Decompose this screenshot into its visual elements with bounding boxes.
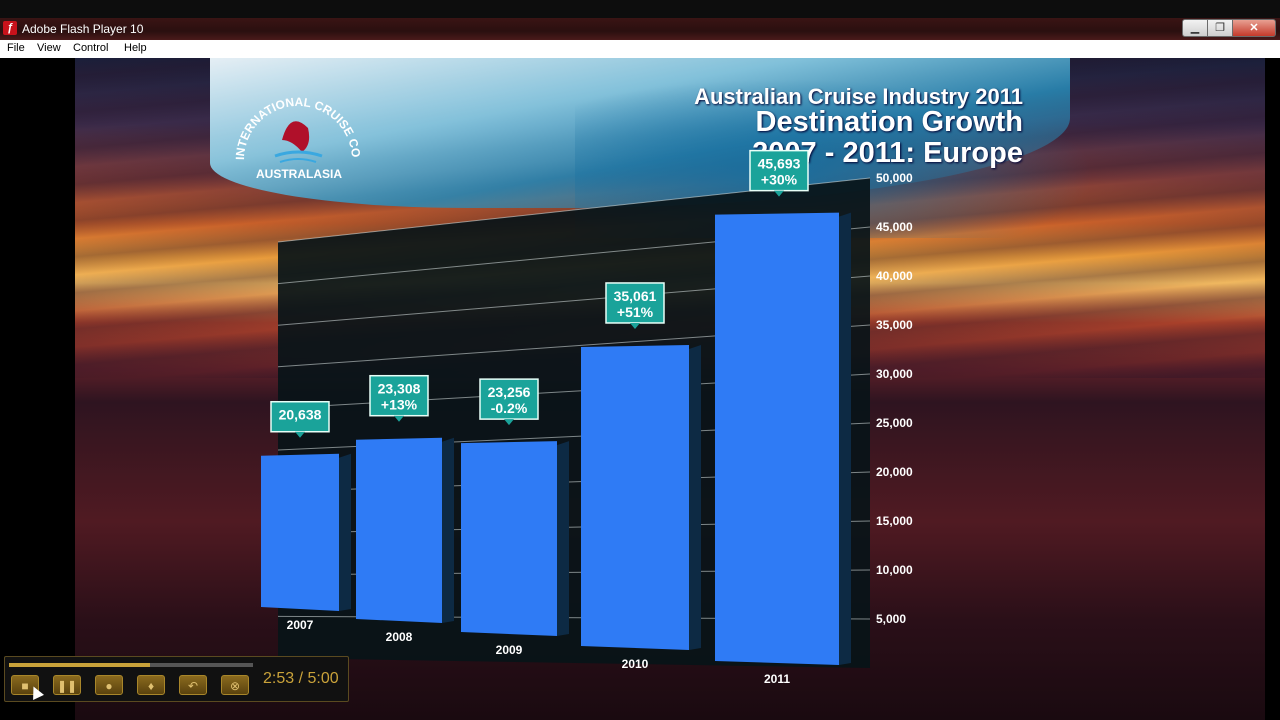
player-controls: ■ ❚❚ ● ♦ ↶ ⊗ 2:53 / 5:00 [4,656,349,702]
menu-view[interactable]: View [37,42,61,54]
minimize-icon: ▁ [1190,22,1200,34]
microphone-button[interactable]: ♦ [137,675,165,695]
progress-fill [9,663,150,667]
close-button[interactable]: ✕ [1232,19,1276,37]
bar [356,437,442,623]
y-tick-label: 30,000 [876,367,913,381]
ship-icon [274,121,323,163]
maximize-icon: ❐ [1215,22,1225,34]
data-label-value: 45,693 [758,156,801,172]
data-label-box [270,400,330,433]
pause-icon: ❚❚ [56,679,78,693]
x-tick-label: 2010 [622,657,649,671]
rewind-icon: ↶ [187,679,199,693]
rewind-button[interactable]: ↶ [179,675,207,695]
y-tick-label: 15,000 [876,514,913,528]
close-player-button[interactable]: ⊗ [221,675,249,695]
stop-button[interactable]: ■ [11,675,39,695]
data-label-growth: +51% [617,304,654,320]
bar-side [557,441,569,636]
data-label-pointer [394,415,404,422]
minimize-button[interactable]: ▁ [1182,19,1208,37]
menu-control[interactable]: Control [73,42,109,54]
y-tick-label: 10,000 [876,563,913,577]
data-label-pointer [774,190,784,197]
data-label-box [605,282,665,324]
bar-chart: 5,000 10,000 15,000 20,000 25,000 30,000 35,00… [261,149,913,686]
slide-title-line2: Destination Growth [755,106,1023,138]
data-label-value: 23,256 [488,384,531,400]
time-display: 2:53 / 5:00 [263,670,339,687]
data-label-growth: +30% [761,172,798,188]
bar-side [839,212,851,666]
menu-file[interactable]: File [7,42,25,54]
y-tick-label: 40,000 [876,269,913,283]
bar [715,212,839,666]
camera-icon: ● [105,679,113,693]
window-titlebar[interactable]: ƒ Adobe Flash Player 10 ▁ ❐ ✕ [0,18,1280,40]
menu-help[interactable]: Help [124,42,147,54]
close-icon: ✕ [1249,22,1259,34]
window-title: Adobe Flash Player 10 [22,22,144,36]
screen-top-strip [0,0,1280,18]
bar [581,344,689,650]
maximize-button[interactable]: ❐ [1207,19,1233,37]
x-tick-label: 2008 [386,630,413,644]
bar [461,441,557,636]
bar-side [339,453,351,611]
data-label-growth: -0.2% [491,400,528,416]
data-label-growth: +13% [381,397,418,413]
flash-icon: ƒ [3,21,17,35]
bar-side [442,437,454,623]
data-label-pointer [504,419,514,426]
pause-button[interactable]: ❚❚ [53,675,81,695]
y-tick-label: 20,000 [876,465,913,479]
progress-track[interactable] [9,663,253,667]
data-label-pointer [630,322,640,329]
close-circle-icon: ⊗ [229,679,241,693]
data-label-box [749,149,809,192]
x-tick-label: 2011 [764,672,790,686]
y-tick-label: 45,000 [876,220,913,234]
microphone-icon: ♦ [147,679,155,693]
camera-button[interactable]: ● [95,675,123,695]
data-label-value: 23,308 [378,381,421,397]
data-label-value: 35,061 [614,288,657,304]
slide-title-line1: Australian Cruise Industry 2011 [694,84,1023,109]
y-tick-label: 35,000 [876,318,913,332]
bar-side [689,344,701,650]
y-tick-label: 50,000 [876,171,913,185]
logo-subtitle: AUSTRALASIA [256,167,342,181]
stop-icon: ■ [21,679,29,693]
icc-logo: INTERNATIONAL CRUISE COUNCIL [230,90,360,190]
data-label-pointer [295,431,305,438]
bar [261,453,339,611]
x-tick-label: 2007 [287,618,314,632]
menu-bar: File View Control Help [0,40,1280,59]
y-tick-label: 5,000 [876,612,906,626]
data-label-value: 20,638 [279,407,322,423]
y-tick-label: 25,000 [876,416,913,430]
data-label-box [369,374,429,417]
data-label-box [479,378,539,420]
x-tick-label: 2009 [496,643,523,657]
